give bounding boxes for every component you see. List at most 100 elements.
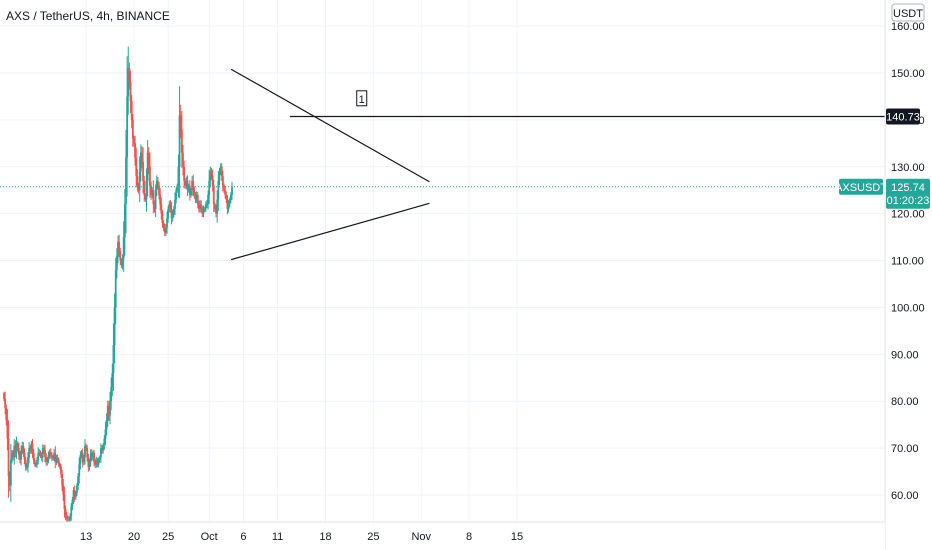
price-tick-label: 150.00 [891, 68, 925, 80]
candle-body [135, 157, 138, 177]
candle-body [164, 227, 167, 233]
candle-body [224, 190, 227, 195]
candle-body [100, 448, 102, 458]
time-tick-label: 11 [272, 531, 283, 543]
candle-body [33, 459, 36, 465]
candle-body [195, 194, 198, 200]
candle-body [23, 452, 26, 460]
price-tick-label: 120.00 [891, 209, 925, 221]
candle-body [220, 166, 223, 177]
candle-body [125, 157, 127, 205]
time-axis[interactable]: 13 20 25 Oct 6 11 18 25 Nov 8 15 [80, 531, 523, 543]
candle-body [129, 82, 132, 102]
candle-body [56, 457, 59, 460]
candle-body [97, 459, 100, 465]
candle-body [182, 152, 184, 167]
candle-body [120, 260, 123, 266]
candle-body [96, 459, 99, 465]
current-price-text: 125.74 [891, 182, 925, 194]
candle-body [68, 518, 70, 520]
candle-body [194, 194, 197, 200]
price-tick-label: 60.00 [891, 490, 919, 502]
candle-body [20, 450, 22, 460]
candle-body [179, 115, 182, 130]
candle-body [80, 452, 83, 456]
candle-body [153, 204, 156, 209]
price-axis-background[interactable] [885, 0, 932, 550]
candle-body [186, 180, 189, 191]
trend-line[interactable] [230, 68, 430, 183]
candle-body [63, 495, 66, 510]
candle-body [159, 194, 162, 205]
candle-body [6, 419, 9, 439]
candle-body [127, 68, 130, 97]
candle-body [102, 445, 105, 451]
trend-line[interactable] [230, 202, 430, 261]
candle-body [106, 405, 109, 420]
candle-body [158, 185, 160, 195]
candle-body [86, 448, 89, 458]
time-tick-label: Oct [201, 531, 218, 543]
candle-body [133, 138, 135, 144]
candle-body [37, 452, 40, 460]
candle-body [176, 185, 179, 191]
candle-body [81, 452, 84, 463]
candle-body [5, 408, 8, 420]
candle-body [147, 152, 150, 167]
candle-body [21, 445, 24, 451]
candle-body [122, 237, 125, 259]
candles [3, 46, 233, 523]
candle-body [47, 455, 50, 460]
candle-body [110, 387, 113, 402]
price-tick-label: 90.00 [891, 349, 919, 361]
candle-body [131, 119, 134, 139]
candle-body [74, 492, 77, 498]
candle-body [103, 438, 106, 446]
candle-body [72, 490, 75, 500]
candle-body [9, 459, 12, 486]
bar-countdown-text: 01:20:23 [887, 195, 930, 207]
candle-body [14, 445, 17, 453]
candle-body [77, 476, 79, 486]
candle-body [162, 223, 165, 228]
time-axis-background[interactable] [0, 522, 885, 550]
price-tick-label: 100.00 [891, 302, 925, 314]
candle-body [78, 464, 81, 477]
current-price-badge [886, 178, 930, 209]
candle-body [115, 255, 118, 270]
price-axis[interactable]: 160.00150.00140.00130.00120.00110.00100.… [891, 21, 925, 502]
candle-body [22, 445, 25, 453]
candle-body [215, 208, 217, 214]
candle-body [98, 457, 101, 460]
candle-body [143, 180, 146, 195]
candle-body [39, 452, 42, 456]
candle-body [219, 166, 222, 172]
candle-body [199, 204, 201, 209]
candle-body [218, 171, 221, 181]
candle-body [52, 457, 54, 459]
candle-body [217, 180, 220, 200]
drawings[interactable]: 1 [230, 68, 885, 261]
candle-body [200, 204, 203, 209]
candle-body [24, 459, 27, 467]
candle-body [142, 162, 144, 181]
time-tick-label: 15 [511, 531, 523, 543]
time-tick-label: Nov [411, 531, 431, 543]
candle-body [32, 452, 35, 460]
candle-body [212, 185, 215, 205]
candle-body [192, 180, 195, 191]
candle-body [30, 443, 33, 451]
candle-body [201, 208, 204, 214]
candle-body [69, 516, 72, 520]
candle-body [134, 143, 136, 158]
symbol-badge [839, 178, 883, 195]
candle-body [208, 180, 211, 195]
currency-button[interactable]: USDT [891, 3, 925, 22]
note-marker-text: 1 [359, 94, 365, 106]
candle-body [169, 204, 172, 209]
symbol-badge-text: AXSUSDT [835, 182, 887, 194]
note-marker-box[interactable] [356, 90, 368, 107]
candle-body [191, 180, 193, 191]
